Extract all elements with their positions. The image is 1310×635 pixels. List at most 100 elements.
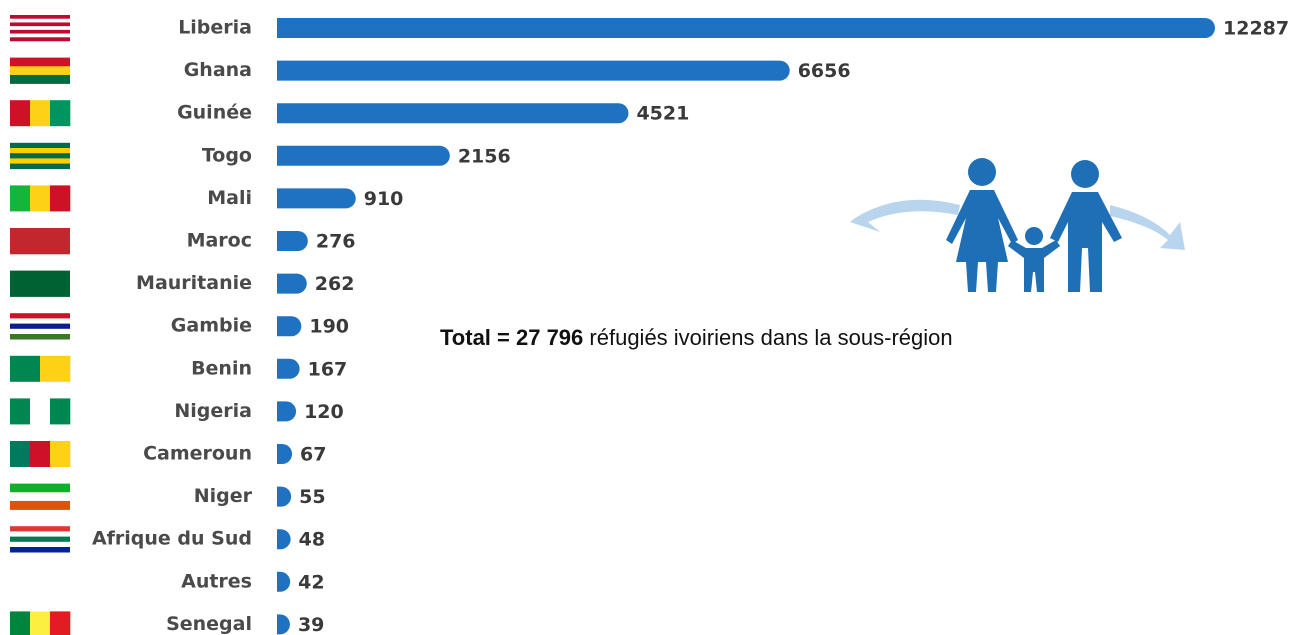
category-label: Niger — [194, 485, 253, 507]
flag — [10, 58, 70, 84]
total-text: réfugiés ivoiriens dans la sous-région — [589, 325, 952, 350]
category-label: Nigeria — [174, 400, 252, 422]
flag-stripe — [30, 185, 50, 211]
flag-stripe — [50, 398, 70, 424]
bar — [277, 529, 291, 549]
bar — [277, 316, 301, 336]
flag-stripe — [10, 334, 70, 340]
category-label: Gambie — [171, 315, 252, 337]
flag-stripe — [10, 22, 70, 26]
flag — [10, 143, 70, 169]
category-label: Guinée — [177, 102, 252, 124]
flag-stripe — [10, 100, 30, 126]
bar — [277, 444, 292, 464]
flag — [10, 100, 70, 126]
value-label: 4521 — [636, 103, 689, 125]
value-label: 42 — [298, 571, 324, 593]
flag-stripe — [10, 30, 70, 34]
flag-stripe — [10, 75, 70, 84]
value-label: 120 — [304, 401, 344, 423]
category-label: Mauritanie — [136, 272, 252, 294]
bar — [277, 103, 628, 123]
value-label: 262 — [315, 273, 355, 295]
flag-stripe — [10, 542, 70, 548]
flag-stripe — [10, 19, 70, 23]
value-label: 12287 — [1223, 18, 1289, 40]
flag-stripe — [10, 66, 70, 75]
flag — [10, 228, 70, 254]
flag-stripe — [30, 398, 50, 424]
bar — [277, 61, 790, 81]
flag-stripe — [30, 441, 50, 467]
category-label: Autres — [181, 570, 252, 592]
bar — [277, 274, 307, 294]
flag-stripe — [10, 611, 30, 635]
flag-stripe — [10, 324, 70, 330]
flag — [10, 484, 70, 510]
flag-stripe — [10, 34, 70, 38]
flag-stripe — [30, 100, 50, 126]
value-label: 55 — [299, 486, 325, 508]
value-label: 167 — [308, 358, 348, 380]
total-bold: Total = 27 796 — [440, 325, 583, 350]
flag-stripe — [10, 58, 70, 67]
category-label: Benin — [191, 357, 252, 379]
flag-stripe — [50, 185, 70, 211]
value-label: 39 — [298, 614, 324, 635]
flag — [10, 611, 70, 635]
flag-stripe — [10, 531, 70, 537]
category-label: Senegal — [166, 613, 252, 635]
flag-stripe — [50, 611, 70, 635]
bar — [277, 487, 291, 507]
flag-stripe — [10, 153, 70, 159]
flag-stripe — [10, 492, 70, 501]
flag-stripe — [50, 441, 70, 467]
flag-stripe — [10, 271, 70, 297]
category-label: Cameroun — [143, 443, 252, 465]
flag-stripe — [10, 441, 30, 467]
bar — [277, 146, 450, 166]
bar — [277, 572, 290, 592]
bar — [277, 614, 290, 634]
category-label: Togo — [202, 144, 252, 166]
flag-stripe — [10, 158, 70, 164]
flag-stripe — [10, 356, 40, 382]
flag — [10, 356, 70, 382]
flag — [10, 313, 70, 339]
flag-stripe — [10, 501, 70, 510]
category-label: Maroc — [187, 230, 252, 252]
value-label: 48 — [299, 529, 325, 551]
flag-stripe — [10, 26, 70, 30]
bar — [277, 231, 308, 251]
flag-stripe — [10, 143, 70, 149]
value-label: 190 — [309, 316, 349, 338]
flag-stripe — [30, 611, 50, 635]
flag-stripe — [10, 537, 70, 543]
bar — [277, 188, 356, 208]
flag-stripe — [10, 15, 70, 19]
flag-stripe — [10, 228, 70, 254]
page: Liberia12287Ghana6656Guinée4521Togo2156M… — [0, 0, 1310, 635]
bar — [277, 359, 300, 379]
flag — [10, 15, 70, 41]
value-label: 2156 — [458, 145, 511, 167]
flag — [10, 271, 70, 297]
flag-stripe — [40, 356, 70, 382]
flag-stripe — [10, 398, 30, 424]
flag-stripe — [50, 100, 70, 126]
flag-stripe — [10, 484, 70, 493]
flag-stripe — [10, 318, 70, 324]
flag — [10, 185, 70, 211]
category-label: Afrique du Sud — [92, 528, 252, 550]
value-label: 276 — [316, 231, 356, 253]
flag-stripe — [10, 526, 70, 532]
value-label: 67 — [300, 444, 326, 466]
value-label: 910 — [364, 188, 404, 210]
bar — [277, 18, 1215, 38]
category-label: Mali — [207, 187, 252, 209]
flag-stripe — [10, 37, 70, 41]
flag — [10, 441, 70, 467]
flag-stripe — [10, 547, 70, 553]
bar — [277, 401, 296, 421]
flag-stripe — [10, 185, 30, 211]
